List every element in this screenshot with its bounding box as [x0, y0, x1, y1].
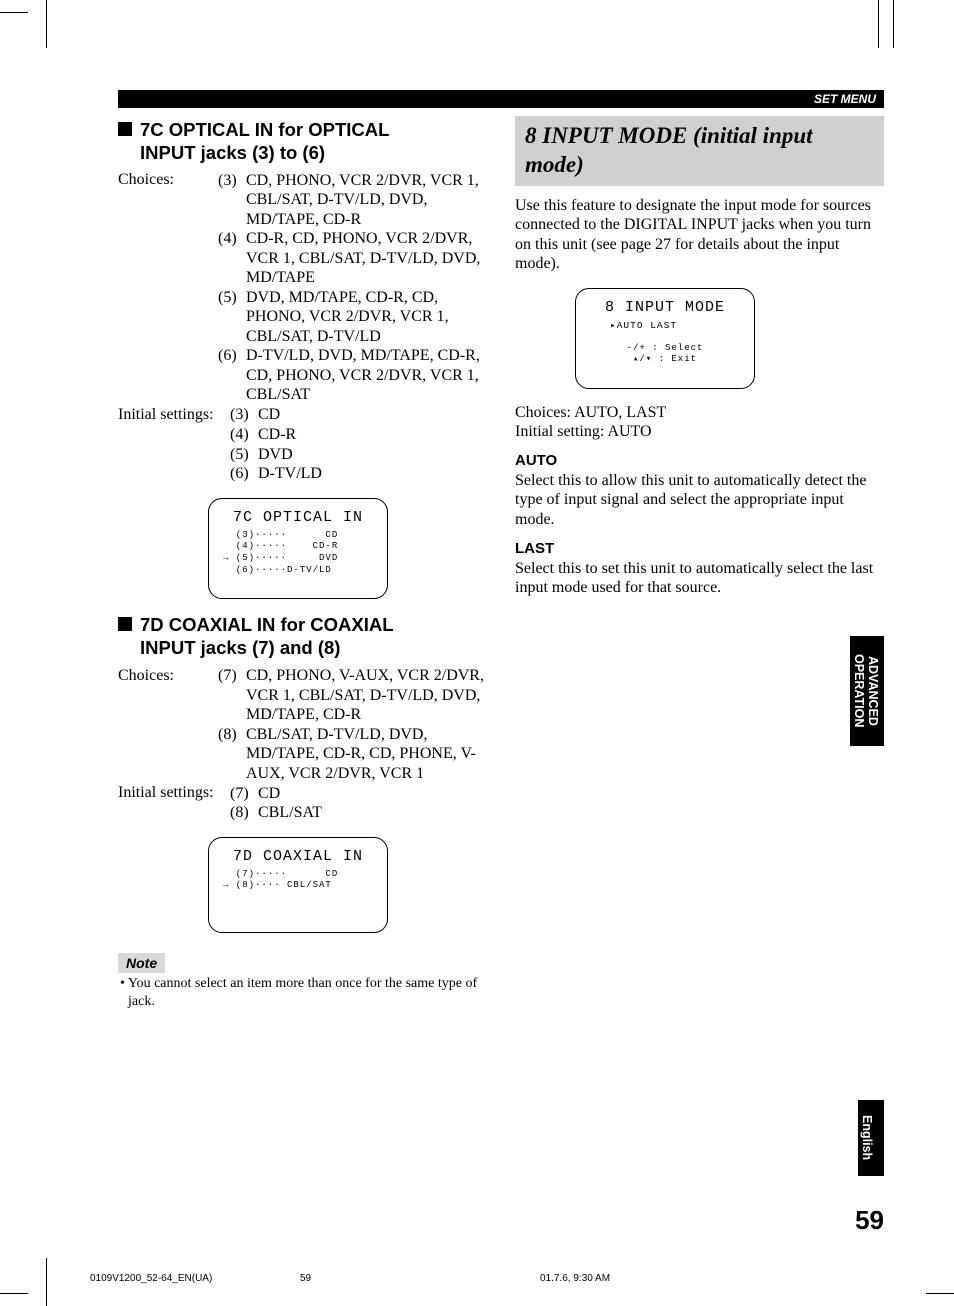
initial-text: CD	[258, 405, 487, 425]
choice-row: (3)CD, PHONO, VCR 2/DVR, VCR 1, CBL/SAT,…	[218, 171, 487, 230]
lcd-display-7d: 7D COAXIAL IN (7)····· CD → (8)···· CBL/…	[208, 837, 388, 933]
choice-text: CD, PHONO, V-AUX, VCR 2/DVR, VCR 1, CBL/…	[246, 666, 487, 725]
section-7c-heading: 7C OPTICAL IN for OPTICAL INPUT jacks (3…	[118, 118, 487, 164]
side-tab-english: English	[858, 1100, 884, 1176]
heading-line: INPUT jacks (3) to (6)	[140, 142, 325, 163]
note-label: Note	[118, 953, 165, 973]
lcd-line: → (5)····· DVD	[223, 553, 373, 565]
crop-mark	[878, 0, 879, 48]
initial-text: CBL/SAT	[258, 803, 487, 823]
lcd-line: (3)····· CD	[223, 530, 373, 542]
right-column: 8 INPUT MODE (initial input mode) Use th…	[515, 116, 884, 1010]
lcd-line: ▴/▾ : Exit	[590, 354, 740, 366]
crop-mark	[0, 12, 28, 13]
choices-label: Choices:	[118, 666, 218, 686]
footer: 0109V1200_52-64_EN(UA) 59 01.7.6, 9:30 A…	[90, 1273, 884, 1284]
note-body: • You cannot select an item more than on…	[118, 975, 487, 1010]
initial-row: (7)CD	[230, 784, 487, 804]
lcd-line: (7)····· CD	[223, 869, 373, 881]
lcd-line: (6)·····D-TV/LD	[223, 565, 373, 577]
initial-num: (8)	[230, 803, 258, 823]
choices-block-7c: Choices: (3)CD, PHONO, VCR 2/DVR, VCR 1,…	[118, 170, 487, 405]
crop-mark	[46, 0, 47, 48]
lcd-line: (4)····· CD-R	[223, 541, 373, 553]
lcd-display-8: 8 INPUT MODE ▸AUTO LAST -/+ : Select ▴/▾…	[575, 288, 755, 389]
initial-text: DVD	[258, 445, 487, 465]
bullet-square-icon	[118, 617, 132, 631]
choices-block-7d: Choices: (7)CD, PHONO, V-AUX, VCR 2/DVR,…	[118, 666, 487, 784]
crop-mark	[46, 1258, 47, 1306]
initial-num: (4)	[230, 425, 258, 445]
choice-num: (4)	[218, 229, 246, 288]
last-heading: LAST	[515, 540, 884, 557]
initial-row: (8)CBL/SAT	[230, 803, 487, 823]
crop-mark	[926, 1293, 954, 1294]
lcd-title: 7D COAXIAL IN	[223, 848, 373, 865]
choice-text: D-TV/LD, DVD, MD/TAPE, CD-R, CD, PHONO, …	[246, 346, 487, 405]
lcd-subtitle: ▸AUTO LAST	[610, 320, 740, 331]
choice-num: (5)	[218, 288, 246, 347]
auto-body: Select this to allow this unit to automa…	[515, 471, 884, 530]
choice-row: (6)D-TV/LD, DVD, MD/TAPE, CD-R, CD, PHON…	[218, 346, 487, 405]
choice-text: DVD, MD/TAPE, CD-R, CD, PHONO, VCR 2/DVR…	[246, 288, 487, 347]
initial-row: (6)D-TV/LD	[230, 464, 487, 484]
choice-num: (7)	[218, 666, 246, 725]
header-title: SET MENU	[814, 92, 876, 106]
initial-num: (7)	[230, 784, 258, 804]
lcd-line: -/+ : Select	[590, 343, 740, 355]
initial-line-8: Initial setting: AUTO	[515, 422, 884, 442]
initial-num: (6)	[230, 464, 258, 484]
initial-row: (5)DVD	[230, 445, 487, 465]
initial-label: Initial settings:	[118, 783, 230, 803]
initial-num: (3)	[230, 405, 258, 425]
initial-text: CD-R	[258, 425, 487, 445]
heading-line: 7D COAXIAL IN for COAXIAL	[140, 614, 394, 635]
choice-num: (8)	[218, 725, 246, 784]
choice-num: (3)	[218, 171, 246, 230]
side-tab-advanced: ADVANCED OPERATION	[850, 636, 884, 746]
heading-line: INPUT jacks (7) and (8)	[140, 637, 340, 658]
content-columns: 7C OPTICAL IN for OPTICAL INPUT jacks (3…	[118, 116, 884, 1010]
choices-line-8: Choices: AUTO, LAST	[515, 403, 884, 423]
initial-text: CD	[258, 784, 487, 804]
choice-row: (4)CD-R, CD, PHONO, VCR 2/DVR, VCR 1, CB…	[218, 229, 487, 288]
choice-text: CD-R, CD, PHONO, VCR 2/DVR, VCR 1, CBL/S…	[246, 229, 487, 288]
initial-row: (4)CD-R	[230, 425, 487, 445]
footer-datetime: 01.7.6, 9:30 AM	[540, 1273, 610, 1284]
lcd-display-7c: 7C OPTICAL IN (3)····· CD (4)····· CD-R …	[208, 498, 388, 600]
section-7d-heading: 7D COAXIAL IN for COAXIAL INPUT jacks (7…	[118, 613, 487, 659]
section-8-heading: 8 INPUT MODE (initial input mode)	[515, 116, 884, 186]
section-8-intro: Use this feature to designate the input …	[515, 196, 884, 274]
lcd-line: → (8)···· CBL/SAT	[223, 880, 373, 892]
choice-row: (8)CBL/SAT, D-TV/LD, DVD, MD/TAPE, CD-R,…	[218, 725, 487, 784]
footer-page: 59	[300, 1273, 540, 1284]
choice-text: CD, PHONO, VCR 2/DVR, VCR 1, CBL/SAT, D-…	[246, 171, 487, 230]
choice-num: (6)	[218, 346, 246, 405]
bullet-square-icon	[118, 122, 132, 136]
left-column: 7C OPTICAL IN for OPTICAL INPUT jacks (3…	[118, 116, 487, 1010]
initial-block-7c: Initial settings: (3)CD (4)CD-R (5)DVD (…	[118, 405, 487, 484]
crop-mark	[0, 1293, 28, 1294]
choice-text: CBL/SAT, D-TV/LD, DVD, MD/TAPE, CD-R, CD…	[246, 725, 487, 784]
last-body: Select this to set this unit to automati…	[515, 559, 884, 598]
choice-row: (7)CD, PHONO, V-AUX, VCR 2/DVR, VCR 1, C…	[218, 666, 487, 725]
footer-doc-id: 0109V1200_52-64_EN(UA)	[90, 1273, 300, 1284]
crop-mark	[893, 0, 894, 48]
initial-label: Initial settings:	[118, 405, 230, 425]
header-bar: SET MENU	[118, 90, 884, 108]
page-number: 59	[855, 1205, 884, 1236]
manual-page: SET MENU 7C OPTICAL IN for OPTICAL INPUT…	[0, 0, 954, 1306]
initial-block-7d: Initial settings: (7)CD (8)CBL/SAT	[118, 783, 487, 823]
initial-text: D-TV/LD	[258, 464, 487, 484]
auto-heading: AUTO	[515, 452, 884, 469]
choices-label: Choices:	[118, 170, 218, 190]
lcd-title: 8 INPUT MODE	[590, 299, 740, 316]
initial-num: (5)	[230, 445, 258, 465]
lcd-title: 7C OPTICAL IN	[223, 509, 373, 526]
heading-line: 7C OPTICAL IN for OPTICAL	[140, 119, 389, 140]
choice-row: (5)DVD, MD/TAPE, CD-R, CD, PHONO, VCR 2/…	[218, 288, 487, 347]
initial-row: (3)CD	[230, 405, 487, 425]
